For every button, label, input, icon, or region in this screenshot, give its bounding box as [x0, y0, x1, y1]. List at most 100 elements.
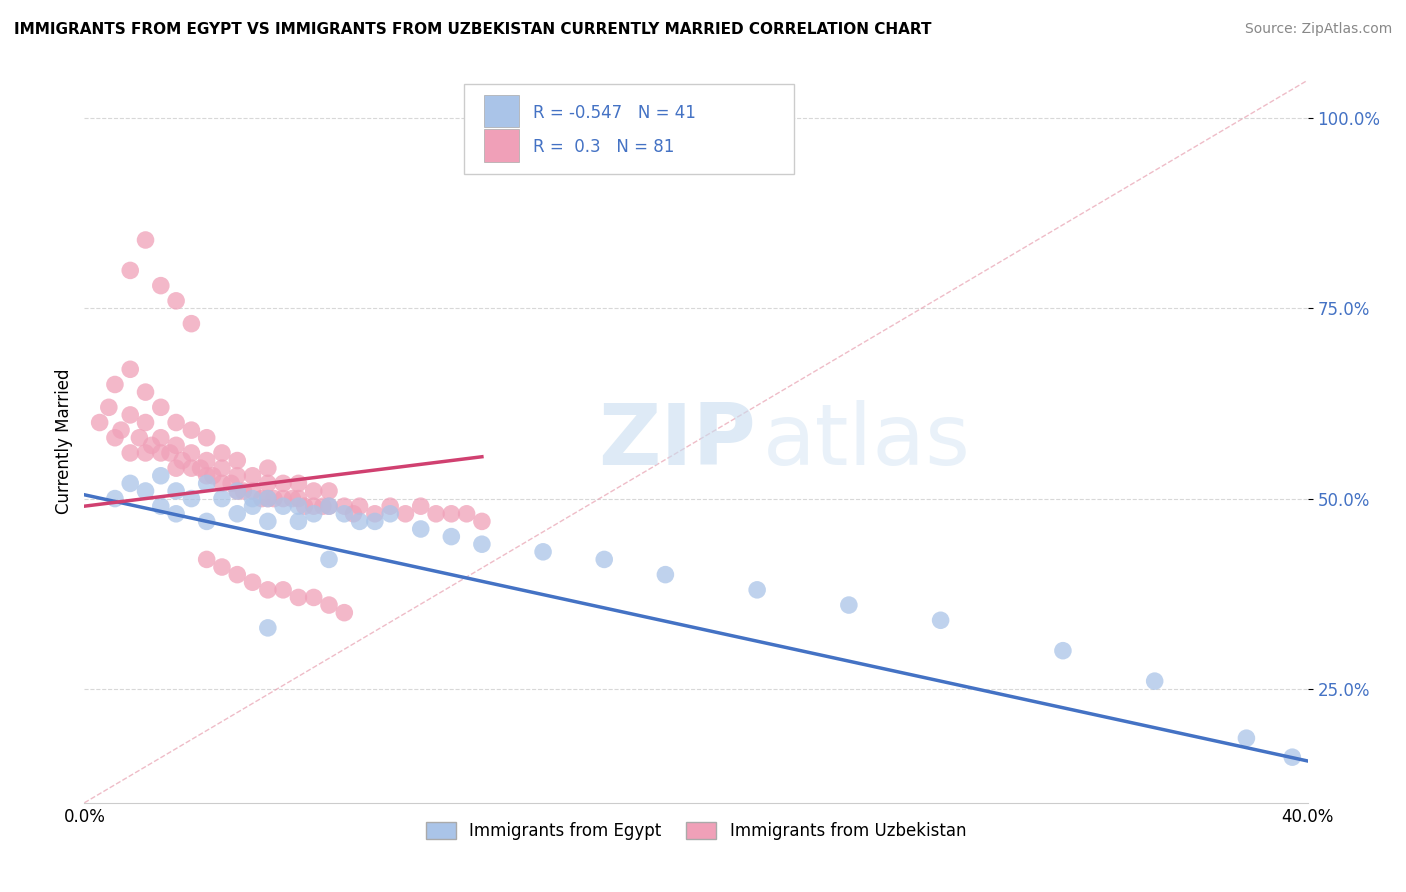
FancyBboxPatch shape — [484, 95, 519, 128]
Point — [165, 461, 187, 475]
Point — [380, 499, 402, 513]
Point — [211, 560, 233, 574]
Point — [281, 491, 304, 506]
Point — [226, 567, 249, 582]
Point — [180, 491, 202, 506]
Point — [149, 499, 172, 513]
Text: Source: ZipAtlas.com: Source: ZipAtlas.com — [1244, 22, 1392, 37]
Text: R =  0.3   N = 81: R = 0.3 N = 81 — [533, 137, 675, 156]
Point — [287, 476, 309, 491]
Point — [120, 476, 142, 491]
Point — [257, 461, 280, 475]
Text: atlas: atlas — [763, 400, 972, 483]
Point — [531, 545, 554, 559]
Point — [263, 491, 285, 506]
Y-axis label: Currently Married: Currently Married — [55, 368, 73, 515]
Point — [135, 446, 157, 460]
Point — [302, 591, 325, 605]
Point — [654, 567, 676, 582]
Point — [302, 483, 325, 498]
Point — [287, 515, 309, 529]
Point — [271, 582, 294, 597]
Point — [135, 416, 157, 430]
Point — [242, 468, 264, 483]
Point — [128, 431, 150, 445]
Point — [190, 461, 212, 475]
Point — [440, 507, 463, 521]
Point — [120, 408, 142, 422]
Point — [165, 293, 187, 308]
Point — [333, 507, 356, 521]
Point — [318, 598, 340, 612]
Point — [211, 446, 233, 460]
Point — [180, 423, 202, 437]
Point — [135, 385, 157, 400]
Point — [471, 537, 494, 551]
Point — [141, 438, 163, 452]
Point — [1052, 643, 1074, 657]
Point — [747, 582, 769, 597]
Point — [409, 522, 432, 536]
Point — [104, 431, 127, 445]
Point — [226, 507, 249, 521]
Point — [342, 507, 364, 521]
Point — [257, 515, 280, 529]
Point — [349, 515, 371, 529]
Point — [232, 483, 254, 498]
Point — [165, 438, 187, 452]
Point — [149, 401, 172, 415]
Point — [149, 431, 172, 445]
Point — [333, 606, 356, 620]
Point — [471, 515, 494, 529]
Point — [929, 613, 952, 627]
Text: R = -0.547   N = 41: R = -0.547 N = 41 — [533, 103, 696, 122]
Point — [271, 491, 294, 506]
Point — [409, 499, 432, 513]
Point — [149, 468, 172, 483]
Point — [159, 446, 181, 460]
Point — [135, 233, 157, 247]
Point — [180, 446, 202, 460]
Point — [287, 499, 309, 513]
Point — [364, 515, 387, 529]
Point — [226, 483, 249, 498]
Point — [318, 483, 340, 498]
Point — [195, 552, 218, 566]
Point — [257, 582, 280, 597]
Point — [287, 591, 309, 605]
Point — [312, 499, 335, 513]
Point — [456, 507, 478, 521]
Point — [120, 362, 142, 376]
Point — [394, 507, 416, 521]
Point — [364, 507, 387, 521]
Point — [287, 491, 309, 506]
Point — [1281, 750, 1303, 764]
Point — [242, 499, 264, 513]
Point — [242, 575, 264, 590]
Point — [165, 416, 187, 430]
Point — [294, 499, 316, 513]
Point — [226, 483, 249, 498]
Point — [97, 401, 120, 415]
Point — [165, 507, 187, 521]
Point — [1236, 731, 1258, 746]
Point — [211, 476, 233, 491]
Point — [195, 431, 218, 445]
Text: IMMIGRANTS FROM EGYPT VS IMMIGRANTS FROM UZBEKISTAN CURRENTLY MARRIED CORRELATIO: IMMIGRANTS FROM EGYPT VS IMMIGRANTS FROM… — [14, 22, 932, 37]
Point — [333, 499, 356, 513]
Point — [257, 491, 280, 506]
Point — [838, 598, 860, 612]
Point — [104, 491, 127, 506]
Point — [1143, 674, 1166, 689]
Point — [180, 317, 202, 331]
FancyBboxPatch shape — [484, 129, 519, 162]
Point — [226, 453, 249, 467]
Point — [219, 476, 242, 491]
Point — [302, 507, 325, 521]
Point — [271, 476, 294, 491]
Point — [257, 491, 280, 506]
Point — [89, 416, 111, 430]
Point — [104, 377, 127, 392]
Point — [593, 552, 616, 566]
Point — [195, 476, 218, 491]
